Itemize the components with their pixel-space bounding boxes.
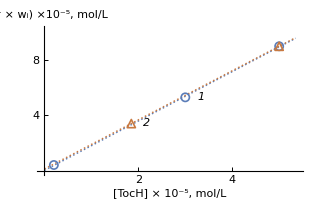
Point: [277, 45, 282, 48]
Text: (τ × wᵢ) ×10⁻⁵, mol/L: (τ × wᵢ) ×10⁻⁵, mol/L: [0, 10, 108, 20]
Point: [277, 45, 282, 48]
Point: [51, 163, 56, 167]
X-axis label: [TocH] × 10⁻⁵, mol/L: [TocH] × 10⁻⁵, mol/L: [113, 188, 227, 198]
Point: [129, 122, 134, 125]
Point: [183, 96, 188, 99]
Text: 1: 1: [197, 92, 204, 102]
Text: 2: 2: [143, 118, 150, 128]
